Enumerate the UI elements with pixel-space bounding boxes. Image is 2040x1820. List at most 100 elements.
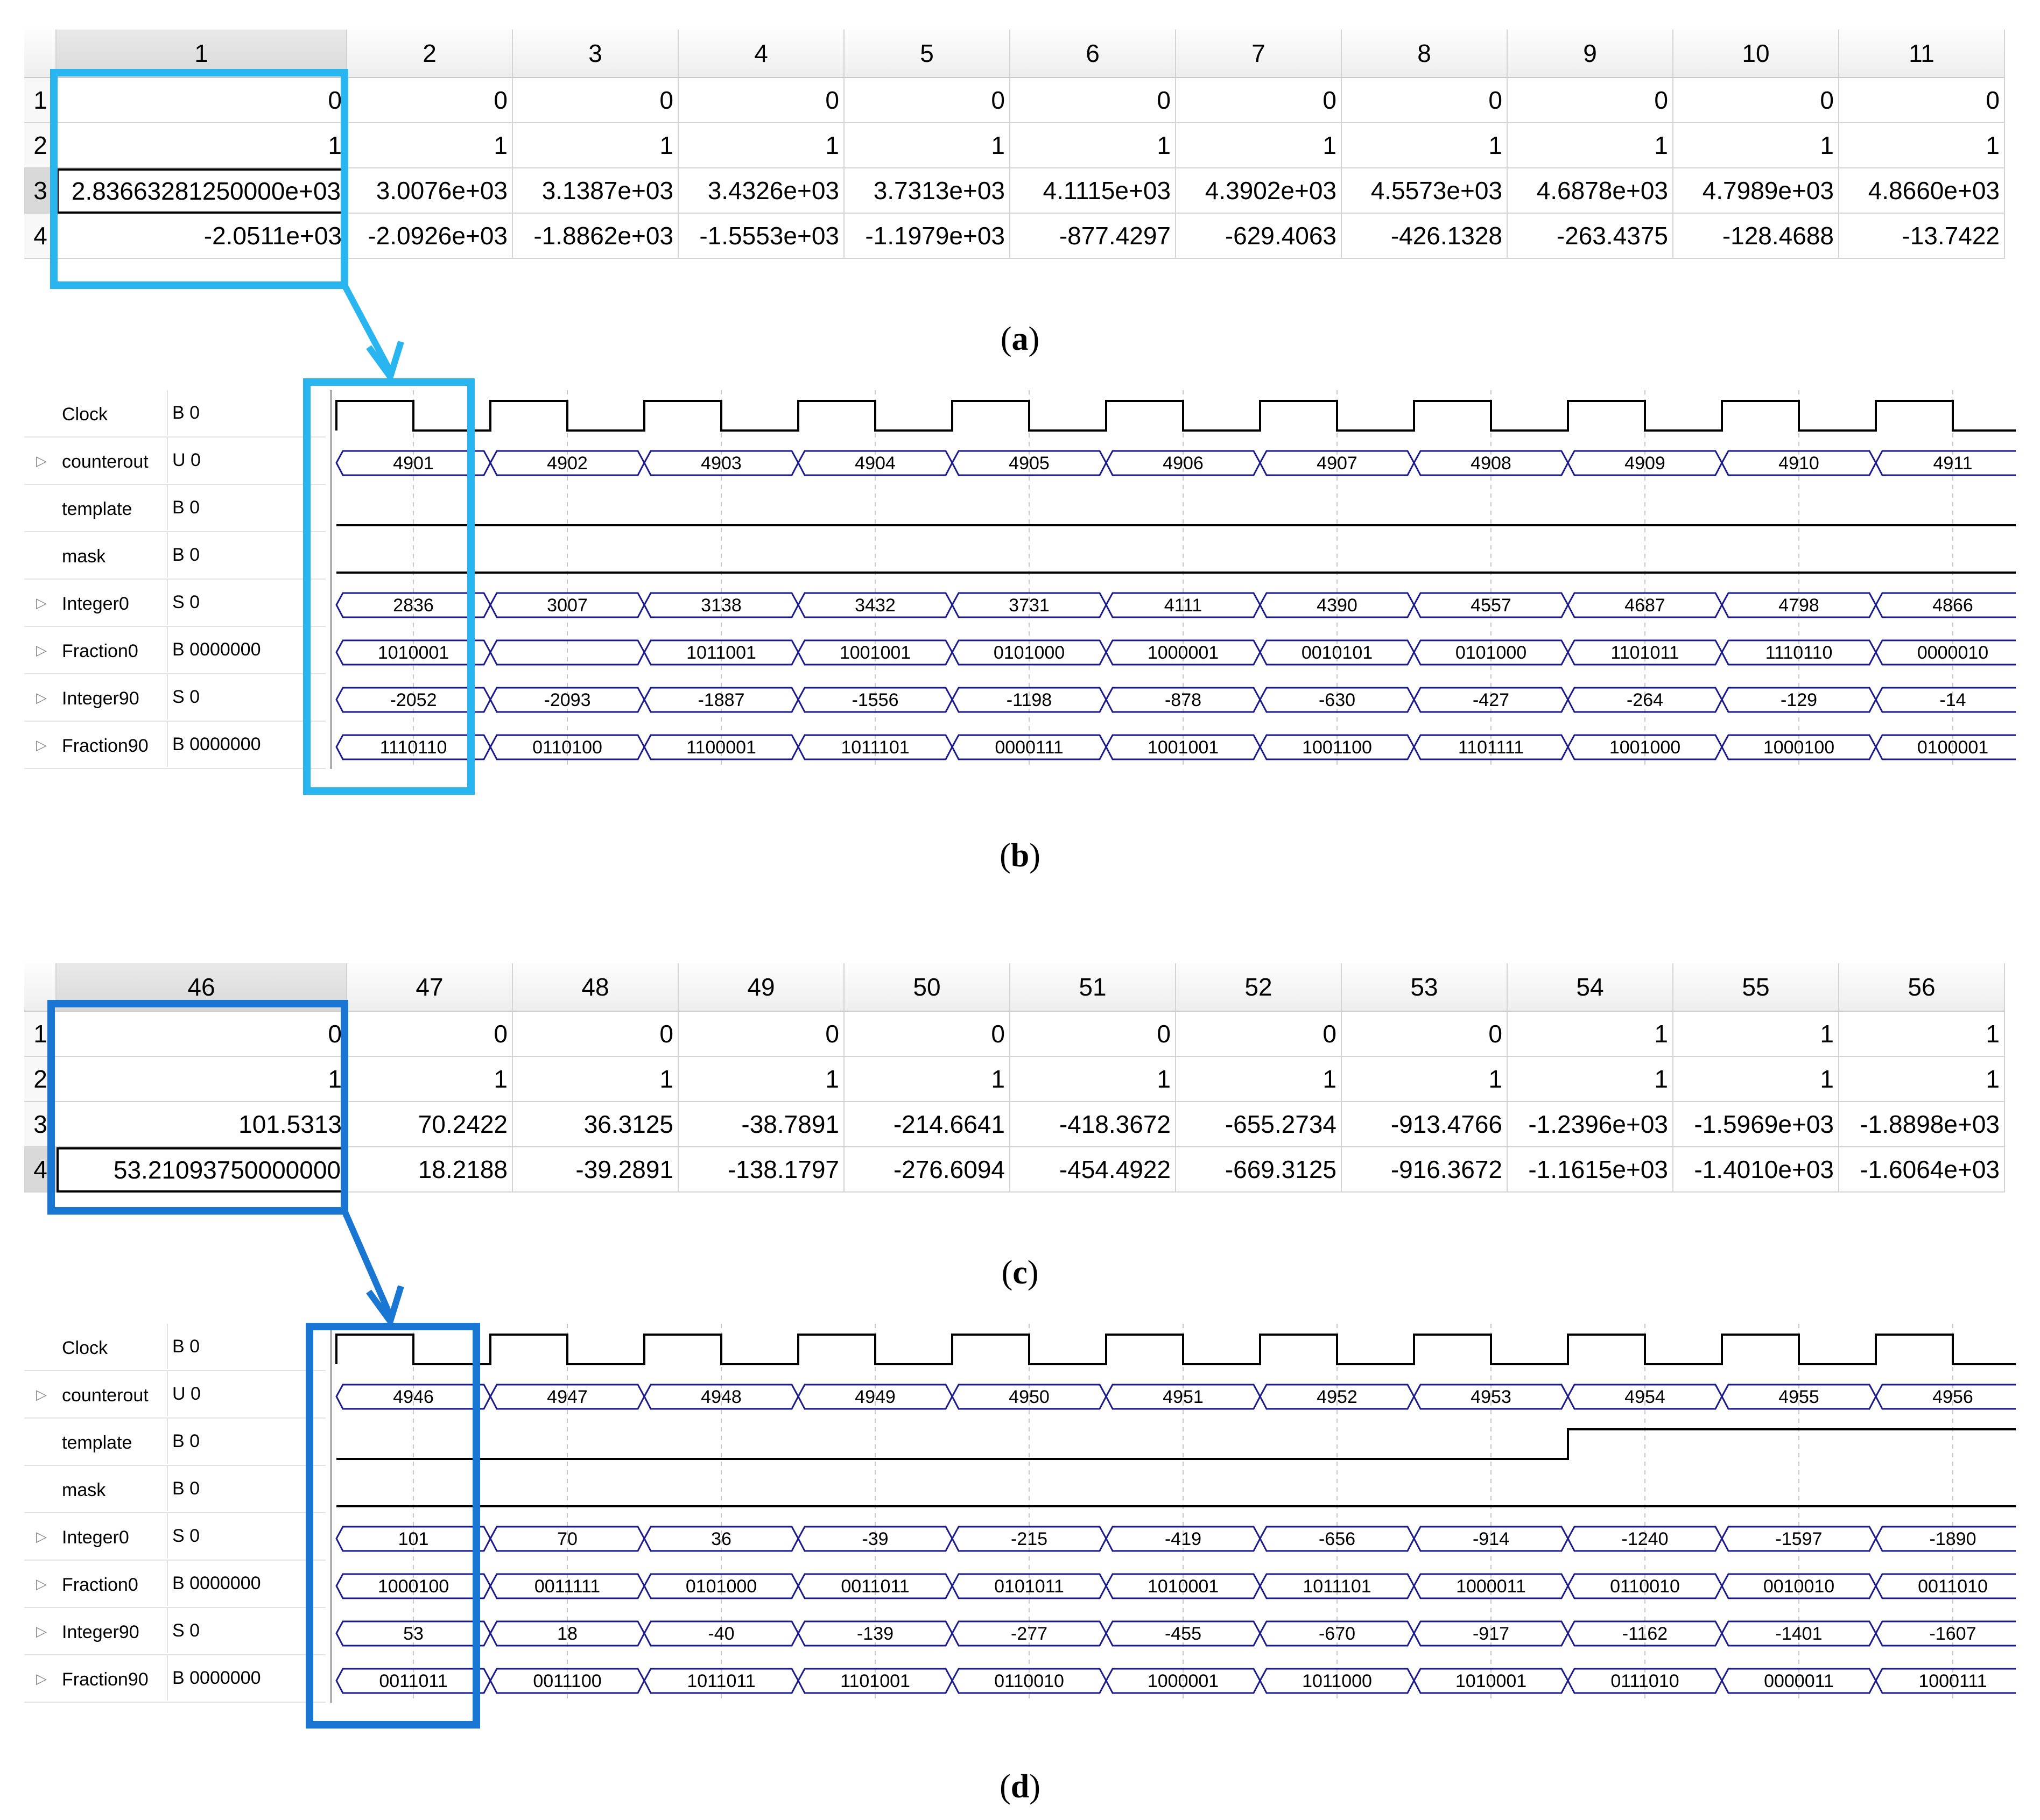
- table-cell[interactable]: 0: [1342, 1012, 1508, 1057]
- table-cell[interactable]: -1.1979e+03: [845, 214, 1010, 259]
- corner-cell[interactable]: [24, 30, 57, 78]
- table-cell[interactable]: 0: [845, 78, 1010, 123]
- table-cell[interactable]: -138.1797: [679, 1147, 845, 1193]
- signal-row-template[interactable]: template B 0: [24, 485, 326, 532]
- table-cell[interactable]: 0: [845, 1012, 1010, 1057]
- expand-icon[interactable]: ▷: [36, 1576, 47, 1592]
- column-header[interactable]: 6: [1010, 30, 1176, 78]
- table-cell[interactable]: 0: [1010, 1012, 1176, 1057]
- table-cell[interactable]: 2.83663281250000e+03: [57, 168, 347, 214]
- table-cell[interactable]: 1: [513, 1057, 679, 1102]
- table-cell[interactable]: -1.6064e+03: [1839, 1147, 2005, 1193]
- signal-row-template[interactable]: template B 0: [24, 1419, 326, 1466]
- column-header[interactable]: 11: [1839, 30, 2005, 78]
- expand-icon[interactable]: ▷: [36, 642, 47, 658]
- table-cell[interactable]: -877.4297: [1010, 214, 1176, 259]
- table-cell[interactable]: -39.2891: [513, 1147, 679, 1193]
- table-cell[interactable]: 0: [513, 1012, 679, 1057]
- column-header[interactable]: 5: [845, 30, 1010, 78]
- table-cell[interactable]: 0: [513, 78, 679, 123]
- table-cell[interactable]: 0: [1010, 78, 1176, 123]
- table-cell[interactable]: -1.5553e+03: [679, 214, 845, 259]
- signal-row-clock[interactable]: Clock B 0: [24, 390, 326, 438]
- table-cell[interactable]: 101.5313: [57, 1102, 347, 1147]
- signal-row-fraction0[interactable]: ▷ Fraction0 B 0000000: [24, 1561, 326, 1608]
- row-header[interactable]: 2: [24, 1057, 57, 1102]
- table-cell[interactable]: -13.7422: [1839, 214, 2005, 259]
- table-cell[interactable]: 1: [1839, 123, 2005, 168]
- table-cell[interactable]: 1: [57, 1057, 347, 1102]
- signal-row-fraction90[interactable]: ▷ Fraction90 B 0000000: [24, 1655, 326, 1703]
- table-cell[interactable]: -1.5969e+03: [1673, 1102, 1839, 1147]
- row-header[interactable]: 2: [24, 123, 57, 168]
- table-cell[interactable]: 0: [679, 1012, 845, 1057]
- expand-icon[interactable]: ▷: [36, 595, 47, 611]
- table-cell[interactable]: -1.4010e+03: [1673, 1147, 1839, 1193]
- table-cell[interactable]: 3.1387e+03: [513, 168, 679, 214]
- table-cell[interactable]: 3.0076e+03: [347, 168, 513, 214]
- table-cell[interactable]: -263.4375: [1508, 214, 1673, 259]
- table-cell[interactable]: -1.8898e+03: [1839, 1102, 2005, 1147]
- table-cell[interactable]: -655.2734: [1176, 1102, 1342, 1147]
- table-cell[interactable]: 1: [679, 1057, 845, 1102]
- table-cell[interactable]: -669.3125: [1176, 1147, 1342, 1193]
- table-cell[interactable]: 1: [679, 123, 845, 168]
- table-cell[interactable]: 1: [1176, 123, 1342, 168]
- row-header[interactable]: 4: [24, 1147, 57, 1193]
- table-cell[interactable]: -426.1328: [1342, 214, 1508, 259]
- table-cell[interactable]: 53.21093750000000: [57, 1147, 347, 1193]
- column-header[interactable]: 1: [57, 30, 347, 78]
- table-cell[interactable]: 4.6878e+03: [1508, 168, 1673, 214]
- signal-row-integer90[interactable]: ▷ Integer90 S 0: [24, 674, 326, 722]
- table-cell[interactable]: 3.7313e+03: [845, 168, 1010, 214]
- table-cell[interactable]: -913.4766: [1342, 1102, 1508, 1147]
- table-cell[interactable]: 3.4326e+03: [679, 168, 845, 214]
- signal-row-integer90[interactable]: ▷ Integer90 S 0: [24, 1608, 326, 1655]
- table-cell[interactable]: 0: [1342, 78, 1508, 123]
- table-cell[interactable]: 1: [1176, 1057, 1342, 1102]
- table-cell[interactable]: -2.0511e+03: [57, 214, 347, 259]
- signal-row-counterout[interactable]: ▷ counterout U 0: [24, 438, 326, 485]
- table-cell[interactable]: 0: [1176, 1012, 1342, 1057]
- signal-row-integer0[interactable]: ▷ Integer0 S 0: [24, 1513, 326, 1561]
- table-cell[interactable]: 4.1115e+03: [1010, 168, 1176, 214]
- column-header[interactable]: 49: [679, 963, 845, 1012]
- column-header[interactable]: 51: [1010, 963, 1176, 1012]
- table-cell[interactable]: 18.2188: [347, 1147, 513, 1193]
- table-cell[interactable]: -214.6641: [845, 1102, 1010, 1147]
- column-header[interactable]: 7: [1176, 30, 1342, 78]
- table-cell[interactable]: -916.3672: [1342, 1147, 1508, 1193]
- table-cell[interactable]: 1: [1839, 1012, 2005, 1057]
- table-cell[interactable]: 0: [1176, 78, 1342, 123]
- table-cell[interactable]: 1: [347, 123, 513, 168]
- table-cell[interactable]: 1: [1342, 1057, 1508, 1102]
- table-cell[interactable]: 1: [1673, 123, 1839, 168]
- table-cell[interactable]: 1: [845, 1057, 1010, 1102]
- table-cell[interactable]: -454.4922: [1010, 1147, 1176, 1193]
- table-cell[interactable]: 1: [1508, 1057, 1673, 1102]
- table-cell[interactable]: -1.1615e+03: [1508, 1147, 1673, 1193]
- table-cell[interactable]: 1: [1673, 1057, 1839, 1102]
- waveform-plot[interactable]: 4946 4947 4948 4949 4950 4951 4952 4953 4954 4955…: [326, 1324, 2016, 1703]
- table-cell[interactable]: 0: [679, 78, 845, 123]
- table-cell[interactable]: 1: [1508, 1012, 1673, 1057]
- column-header[interactable]: 56: [1839, 963, 2005, 1012]
- expand-icon[interactable]: ▷: [36, 453, 47, 469]
- column-header[interactable]: 54: [1508, 963, 1673, 1012]
- table-cell[interactable]: 1: [1010, 1057, 1176, 1102]
- expand-icon[interactable]: ▷: [36, 737, 47, 753]
- table-cell[interactable]: 1: [1839, 1057, 2005, 1102]
- waveform-plot[interactable]: 4901 4902 4903 4904 4905 4906 4907 4908 4909 4910…: [326, 390, 2016, 769]
- expand-icon[interactable]: ▷: [36, 1670, 47, 1687]
- table-cell[interactable]: 4.7989e+03: [1673, 168, 1839, 214]
- column-header[interactable]: 10: [1673, 30, 1839, 78]
- row-header[interactable]: 1: [24, 1012, 57, 1057]
- column-header[interactable]: 8: [1342, 30, 1508, 78]
- table-cell[interactable]: 0: [1839, 78, 2005, 123]
- table-cell[interactable]: -276.6094: [845, 1147, 1010, 1193]
- column-header[interactable]: 47: [347, 963, 513, 1012]
- signal-row-fraction90[interactable]: ▷ Fraction90 B 0000000: [24, 722, 326, 769]
- expand-icon[interactable]: ▷: [36, 1528, 47, 1544]
- table-cell[interactable]: 36.3125: [513, 1102, 679, 1147]
- table-cell[interactable]: 1: [347, 1057, 513, 1102]
